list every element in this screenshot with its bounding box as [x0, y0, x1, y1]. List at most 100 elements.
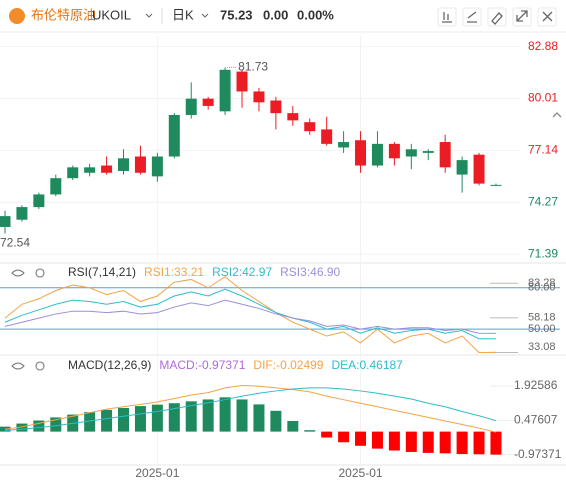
- x-tick-label: 2025-01: [135, 466, 179, 480]
- candle-body: [67, 167, 79, 179]
- header: 布伦特原油 UKOIL 日K 75.23 0.00 0.00%: [0, 7, 566, 33]
- macd-bar: [219, 397, 231, 432]
- candle-body: [439, 142, 451, 168]
- candle-body: [405, 149, 417, 157]
- symbol-icon: [9, 8, 25, 24]
- candle-body: [388, 143, 400, 159]
- change-pct: 0.00%: [297, 7, 334, 22]
- macd-bar: [236, 399, 248, 432]
- indicator-title: RSI(7,14,21): [68, 265, 136, 279]
- candle-body: [185, 98, 197, 115]
- macd-bar: [388, 431, 400, 451]
- eye-icon[interactable]: [11, 269, 25, 277]
- macd-bar: [456, 431, 468, 455]
- candle-body: [371, 143, 383, 166]
- macd-bar: [405, 431, 417, 452]
- candle-body: [355, 140, 367, 166]
- macd-bar: [202, 399, 214, 432]
- legend-entry: RSI3:46.90: [280, 265, 340, 279]
- candle-body: [219, 69, 231, 112]
- candle-body: [456, 160, 468, 175]
- candle-body: [134, 156, 146, 173]
- macd-bar: [270, 410, 282, 432]
- collapse-arrow[interactable]: [552, 112, 562, 118]
- dropdown-arrow[interactable]: [201, 13, 209, 18]
- symbol[interactable]: UKOIL: [92, 7, 131, 22]
- gear-icon[interactable]: [35, 361, 45, 371]
- candle-body: [422, 151, 434, 153]
- tool-icon: [542, 11, 553, 22]
- macd-bar: [253, 404, 265, 432]
- legend-entry: RSI2:42.97: [212, 265, 272, 279]
- tool-button[interactable]: [437, 7, 457, 27]
- macd-bar: [101, 409, 113, 432]
- y-tick-label: 0.47607: [514, 413, 558, 427]
- y-tick-label: 1.92586: [514, 378, 558, 392]
- macd-bar: [490, 431, 502, 455]
- candle-body: [321, 129, 333, 144]
- legend-entry: DIF:-0.02499: [253, 358, 323, 372]
- candle-body: [151, 156, 163, 177]
- macd-bar: [118, 407, 130, 432]
- y-tick-label: 71.39: [528, 246, 558, 260]
- candle-body: [287, 113, 299, 121]
- tool-icon: [442, 12, 452, 23]
- macd-bar: [84, 412, 96, 432]
- macd-bar: [16, 423, 28, 432]
- instrument-name: 布伦特原油: [31, 7, 96, 22]
- macd-bar: [355, 431, 367, 446]
- candle-body: [270, 100, 282, 114]
- legend-entry: MACD:-0.97371: [159, 358, 245, 372]
- macd-bar: [185, 401, 197, 432]
- level-label: 80.00: [528, 282, 556, 294]
- y-tick-label: 80.01: [528, 91, 558, 105]
- candle-body: [304, 122, 316, 132]
- level-label: 50.00: [528, 323, 556, 335]
- candle-body: [33, 194, 45, 208]
- rsi-line: [4, 288, 496, 340]
- y-tick-label: 33.08: [528, 341, 556, 353]
- macd-bar: [50, 417, 62, 432]
- tool-button[interactable]: [512, 7, 532, 27]
- low-annotation: 72.54: [0, 236, 30, 250]
- macd-bar: [168, 403, 180, 432]
- macd-bar: [371, 431, 383, 449]
- y-tick-label: 74.27: [528, 194, 558, 208]
- candle-body: [50, 178, 62, 195]
- y-tick-label: 58.18: [528, 312, 556, 324]
- macd-bar: [134, 406, 146, 432]
- candle-body: [202, 98, 214, 106]
- candle-body: [16, 207, 28, 220]
- macd-bar: [473, 431, 485, 455]
- candle-body: [253, 91, 265, 103]
- change: 0.00: [263, 7, 288, 22]
- tool-button[interactable]: [462, 7, 482, 27]
- eye-icon[interactable]: [11, 362, 25, 370]
- macd-bar: [338, 431, 350, 443]
- macd-line: [4, 384, 497, 433]
- y-tick-label: -0.97371: [514, 447, 562, 461]
- candle-body: [0, 216, 11, 227]
- tool-button[interactable]: [537, 7, 557, 27]
- y-tick-label: 83.28: [528, 277, 556, 289]
- dropdown-arrow[interactable]: [145, 13, 153, 18]
- candle-body: [168, 114, 180, 157]
- gear-icon[interactable]: [35, 268, 45, 278]
- macd-bar: [422, 431, 434, 453]
- candle-body: [101, 165, 113, 173]
- macd-line: [4, 387, 497, 431]
- period[interactable]: 日K: [172, 7, 194, 22]
- tool-button[interactable]: [487, 7, 507, 27]
- macd-bar: [287, 420, 299, 432]
- candle-body: [84, 167, 96, 173]
- legend-entry: RSI1:33.21: [144, 265, 204, 279]
- tool-icon: [467, 11, 477, 23]
- high-annotation: 81.73: [238, 60, 268, 74]
- x-tick-label: 2025-01: [339, 466, 383, 480]
- candle-body: [236, 71, 248, 92]
- candle-body: [118, 158, 130, 171]
- legend-entry: DEA:0.46187: [331, 358, 403, 372]
- candle-body: [338, 142, 350, 148]
- y-tick-label: 82.88: [528, 39, 558, 53]
